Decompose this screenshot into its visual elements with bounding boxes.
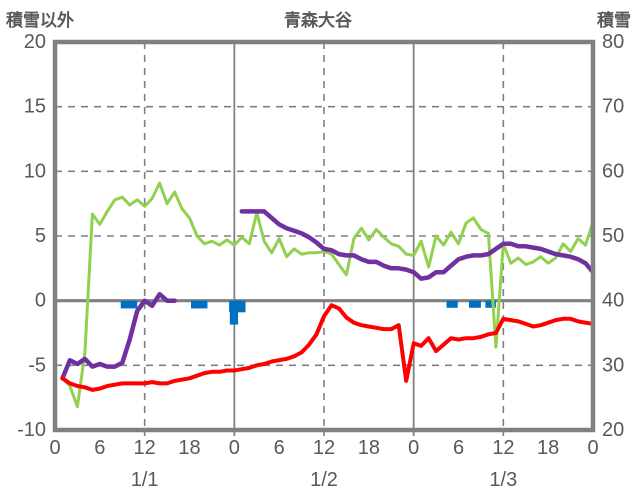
x-axis-hour-label: 12 <box>313 437 335 459</box>
precip-bar <box>190 300 208 309</box>
left-axis-title: 積雪以外 <box>6 11 74 30</box>
precip-bar <box>229 300 239 325</box>
x-axis-hour-label: 12 <box>492 437 514 459</box>
x-axis-hour-label: 18 <box>178 437 200 459</box>
right-axis-tick-label: 80 <box>602 31 624 53</box>
series-purple-line <box>239 209 596 281</box>
x-axis-hour-label: 18 <box>537 437 559 459</box>
left-axis-tick-label: -10 <box>17 419 46 441</box>
right-axis-tick-label: 20 <box>602 419 624 441</box>
right-axis-tick-label: 50 <box>602 225 624 247</box>
right-axis-tick-label: 70 <box>602 96 624 118</box>
right-axis-tick-label: 40 <box>602 290 624 312</box>
series-red-line <box>60 303 595 392</box>
x-axis-date-label: 1/2 <box>310 469 338 491</box>
left-axis-tick-label: 5 <box>35 225 46 247</box>
series-green-line <box>61 181 595 409</box>
x-axis-hour-label: 0 <box>408 437 419 459</box>
series-purple-line <box>60 291 177 381</box>
x-axis-hour-label: 12 <box>134 437 156 459</box>
precip-bar <box>446 300 458 308</box>
x-axis-hour-label: 6 <box>453 437 464 459</box>
precip-bar <box>120 300 138 309</box>
x-axis-hour-label: 0 <box>587 437 598 459</box>
right-axis-title: 積雪 <box>597 11 631 30</box>
x-axis-hour-label: 6 <box>274 437 285 459</box>
precip-bar <box>485 300 496 308</box>
x-axis-hour-label: 0 <box>229 437 240 459</box>
plot-frame <box>52 39 596 433</box>
left-axis-tick-label: 0 <box>35 290 46 312</box>
precip-bar <box>468 300 481 308</box>
x-axis-hour-label: 6 <box>94 437 105 459</box>
left-axis-tick-label: -5 <box>28 354 46 376</box>
left-axis-tick-label: 20 <box>24 31 46 53</box>
right-axis-tick-label: 60 <box>602 160 624 182</box>
left-axis-tick-label: 15 <box>24 96 46 118</box>
left-axis-tick-label: 10 <box>24 160 46 182</box>
x-axis-date-label: 1/3 <box>489 469 517 491</box>
x-axis-hour-label: 0 <box>49 437 60 459</box>
x-axis-date-label: 1/1 <box>131 469 159 491</box>
x-axis-hour-label: 18 <box>358 437 380 459</box>
chart-title: 青森大谷 <box>284 11 352 30</box>
right-axis-tick-label: 30 <box>602 354 624 376</box>
